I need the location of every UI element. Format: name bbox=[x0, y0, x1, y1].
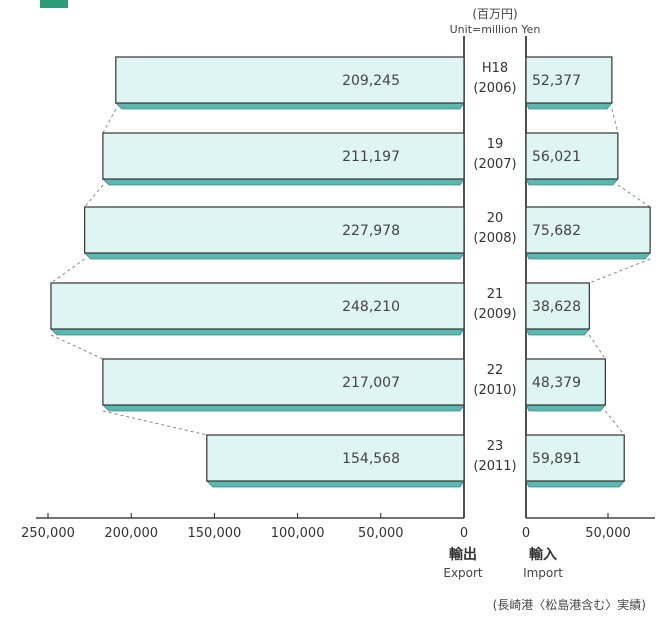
category-label-year: (2006) bbox=[473, 81, 516, 96]
unit-label-jp: (百万円) bbox=[472, 7, 518, 21]
import-bar bbox=[525, 132, 619, 180]
import-bar bbox=[525, 358, 606, 406]
import-bar-shadow bbox=[525, 480, 626, 488]
import-tick-label: 0 bbox=[522, 526, 530, 541]
category-label-era: 23 bbox=[487, 439, 504, 454]
category-label-year: (2008) bbox=[473, 231, 516, 246]
import-axis-title-jp: 輸入 bbox=[529, 547, 557, 563]
import-connector-line bbox=[611, 108, 619, 134]
export-value-label: 209,245 bbox=[342, 73, 400, 89]
import-value-label: 38,628 bbox=[532, 299, 581, 315]
import-value-label: 59,891 bbox=[532, 451, 581, 467]
import-bar bbox=[525, 206, 651, 254]
corner-tab bbox=[40, 0, 68, 8]
export-connector-line bbox=[102, 410, 207, 436]
category-label-year: (2007) bbox=[473, 157, 516, 172]
export-bar bbox=[115, 56, 465, 104]
export-bar-shadow bbox=[101, 404, 465, 412]
export-value-label: 211,197 bbox=[342, 149, 400, 165]
import-value-label: 56,021 bbox=[532, 149, 581, 165]
import-connector-line bbox=[604, 410, 625, 436]
export-tick-label: 200,000 bbox=[104, 526, 158, 541]
export-connector-line bbox=[50, 334, 104, 360]
import-bar-shadow bbox=[525, 102, 613, 110]
import-connector-line bbox=[589, 258, 651, 284]
export-bar-shadow bbox=[114, 102, 465, 110]
export-axis-title: 輸出 Export bbox=[418, 546, 508, 582]
import-value-label: 75,682 bbox=[532, 223, 581, 239]
import-value-label: 52,377 bbox=[532, 73, 581, 89]
category-label-era: 19 bbox=[487, 137, 504, 152]
export-bar bbox=[102, 132, 465, 180]
category-label-era: 22 bbox=[487, 363, 504, 378]
export-tick-label: 100,000 bbox=[271, 526, 325, 541]
export-value-label: 227,978 bbox=[342, 223, 400, 239]
category-label-year: (2011) bbox=[473, 459, 516, 474]
import-tick-label: 50,000 bbox=[585, 526, 631, 541]
import-value-label: 48,379 bbox=[532, 375, 581, 391]
category-label-era: H18 bbox=[482, 61, 508, 76]
export-tick-label: 250,000 bbox=[21, 526, 75, 541]
export-bar bbox=[206, 434, 465, 482]
import-bar-shadow bbox=[525, 328, 591, 336]
import-bar-shadow bbox=[525, 178, 619, 186]
category-label-year: (2009) bbox=[473, 307, 516, 322]
export-bar bbox=[84, 206, 465, 254]
export-connector-line bbox=[84, 184, 104, 208]
export-bar-shadow bbox=[83, 252, 465, 260]
import-bar bbox=[525, 434, 625, 482]
export-bar-shadow bbox=[101, 178, 465, 186]
export-bar bbox=[50, 282, 465, 330]
export-value-label: 154,568 bbox=[342, 451, 400, 467]
import-bar bbox=[525, 282, 590, 330]
import-axis-title-en: Import bbox=[523, 566, 563, 580]
export-axis-title-en: Export bbox=[443, 566, 483, 580]
export-tick-label: 150,000 bbox=[188, 526, 242, 541]
export-tick-label: 0 bbox=[460, 526, 468, 541]
unit-label-en: Unit=million Yen bbox=[449, 23, 541, 36]
export-value-label: 248,210 bbox=[342, 299, 400, 315]
export-value-label: 217,007 bbox=[342, 375, 400, 391]
export-axis-title-jp: 輸出 bbox=[449, 547, 477, 563]
export-bar-shadow bbox=[205, 480, 465, 488]
import-connector-line bbox=[588, 334, 606, 360]
category-label-era: 21 bbox=[487, 287, 504, 302]
import-axis-title: 輸入 Import bbox=[498, 546, 588, 582]
import-bar-shadow bbox=[525, 252, 651, 260]
import-connector-line bbox=[617, 184, 651, 208]
footnote: (長崎港〈松島港含む〉実績) bbox=[492, 598, 646, 612]
category-label-year: (2010) bbox=[473, 383, 516, 398]
unit-label: (百万円) Unit=million Yen bbox=[433, 6, 557, 38]
export-bar bbox=[102, 358, 465, 406]
export-connector-line bbox=[102, 108, 117, 134]
export-bar-shadow bbox=[50, 328, 465, 336]
import-bar bbox=[525, 56, 613, 104]
export-connector-line bbox=[50, 258, 85, 284]
import-bar-shadow bbox=[525, 404, 607, 412]
category-label-era: 20 bbox=[487, 211, 504, 226]
export-tick-label: 50,000 bbox=[358, 526, 404, 541]
